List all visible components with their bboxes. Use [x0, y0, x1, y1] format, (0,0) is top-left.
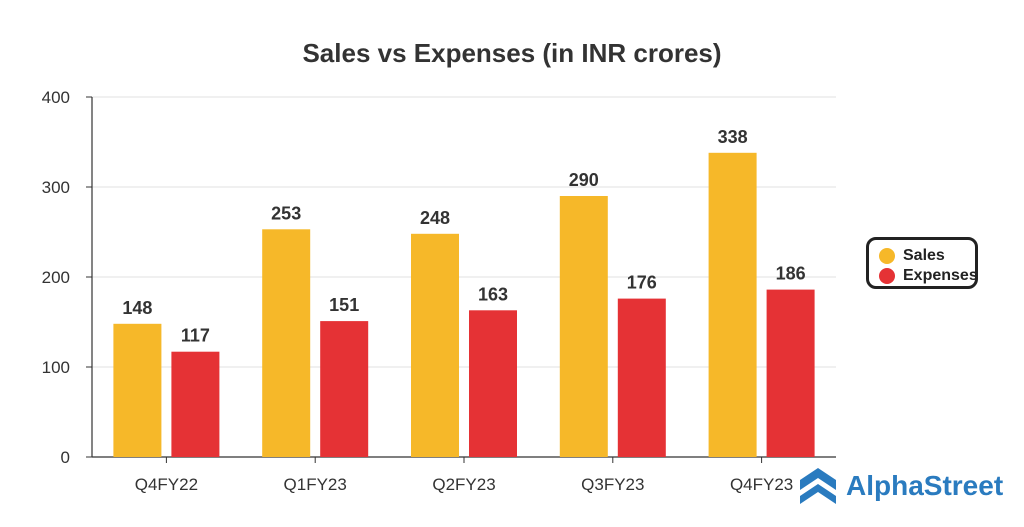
- bar-sales-q1fy23: [262, 229, 311, 457]
- bar-sales-q3fy23: [559, 196, 608, 457]
- bars: [113, 152, 815, 458]
- axes: 0 100 200 300 400 Q4FY22 Q1FY23 Q2FY23 Q3FY23 Q4F…: [42, 88, 836, 494]
- data-label-expenses-q4fy22: 117: [181, 326, 210, 346]
- brand-name: AlphaStreet: [846, 470, 1004, 501]
- data-label-sales-q1fy23: 253: [271, 203, 301, 223]
- x-tick-label: Q1FY23: [284, 475, 347, 494]
- data-label-expenses-q2fy23: 163: [478, 284, 508, 304]
- data-label-expenses-q4fy23: 186: [776, 264, 806, 284]
- data-label-sales-q3fy23: 290: [569, 170, 599, 190]
- data-label-expenses-q3fy23: 176: [627, 273, 657, 293]
- y-tick-label: 300: [42, 178, 70, 197]
- y-tick-label: 400: [42, 88, 70, 107]
- y-tick-label: 0: [61, 448, 70, 467]
- y-tick-label: 100: [42, 358, 70, 377]
- data-label-sales-q2fy23: 248: [420, 208, 450, 228]
- x-tick-label: Q2FY23: [432, 475, 495, 494]
- legend-label-expenses: Expenses: [903, 267, 978, 284]
- bar-expenses-q4fy23: [766, 289, 815, 457]
- legend-label-sales: Sales: [903, 247, 945, 264]
- bar-sales-q4fy23: [708, 152, 757, 458]
- legend-swatch-sales: [879, 248, 895, 264]
- legend: Sales Expenses: [866, 237, 978, 289]
- legend-item-sales: Sales: [879, 246, 975, 266]
- data-label-sales-q4fy22: 148: [122, 298, 152, 318]
- bar-expenses-q4fy22: [171, 351, 220, 457]
- y-tick-label: 200: [42, 268, 70, 287]
- x-tick-label: Q4FY23: [730, 475, 793, 494]
- data-label-sales-q4fy23: 338: [718, 127, 748, 147]
- chart-title: Sales vs Expenses (in INR crores): [302, 38, 721, 68]
- legend-item-expenses: Expenses: [879, 266, 978, 286]
- bar-expenses-q3fy23: [617, 298, 666, 457]
- bar-sales-q2fy23: [411, 233, 459, 457]
- x-tick-label: Q3FY23: [581, 475, 644, 494]
- bar-sales-q4fy22: [113, 323, 162, 457]
- bar-expenses-q2fy23: [469, 310, 517, 457]
- alphastreet-logo-icon: [800, 468, 836, 504]
- bar-expenses-q1fy23: [320, 321, 369, 457]
- data-labels: 148 117 253 151 248 163 290 176 338 186: [122, 127, 805, 346]
- legend-swatch-expenses: [879, 268, 895, 284]
- x-tick-label: Q4FY22: [135, 475, 198, 494]
- brand-logo: AlphaStreet: [798, 466, 1003, 506]
- data-label-expenses-q1fy23: 151: [329, 295, 359, 315]
